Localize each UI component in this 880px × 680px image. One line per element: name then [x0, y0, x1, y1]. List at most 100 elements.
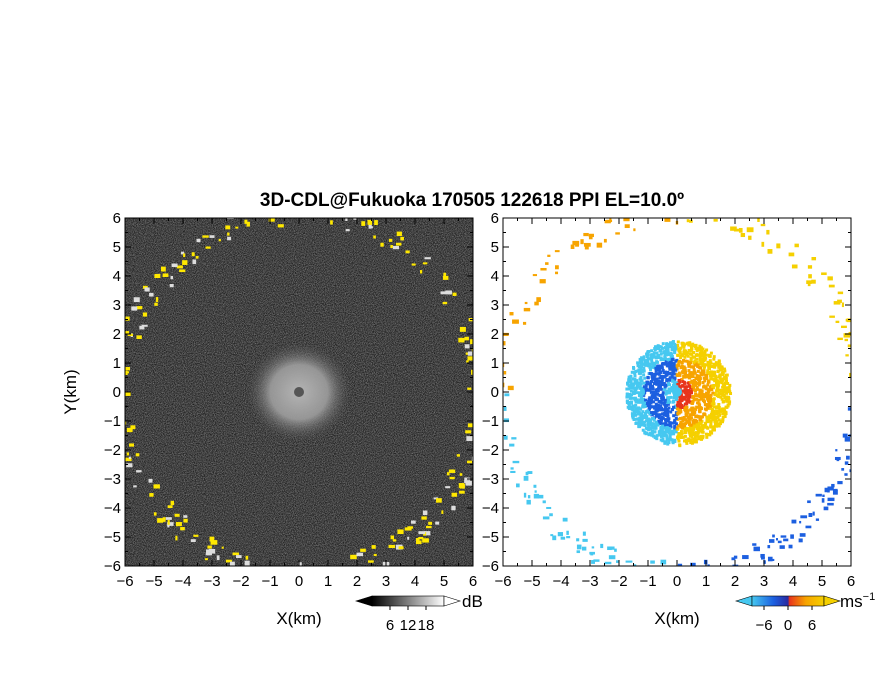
velocity-pixel: [709, 393, 713, 397]
velocity-pixel: [650, 361, 654, 365]
velocity-pixel: [649, 400, 653, 404]
velocity-pixel: [665, 353, 669, 357]
velocity-pixel: [660, 397, 664, 401]
velocity-pixel: [695, 353, 699, 357]
reflectivity-colorbar-body: [371, 595, 445, 607]
velocity-pixel: [725, 399, 729, 403]
x-tick-label: −1: [261, 573, 278, 590]
velocity-pixel: [729, 392, 733, 396]
velocity-pixel: [644, 384, 648, 388]
clutter-pixel: [448, 469, 456, 473]
velocity-pixel: [636, 382, 640, 386]
velocity-pixel: [637, 420, 641, 424]
clutter-pixel: [418, 531, 426, 535]
velocity-ring-pixel: [852, 463, 858, 468]
velocity-pixel: [672, 366, 676, 370]
clutter-pixel: [126, 452, 130, 456]
velocity-ring-pixel: [846, 318, 851, 323]
velocity-pixel: [625, 394, 629, 398]
velocity-pixel: [694, 394, 698, 398]
velocity-pixel: [692, 385, 696, 389]
velocity-pixel: [718, 388, 722, 392]
velocity-pixel: [630, 370, 634, 374]
clutter-pixel: [442, 275, 449, 280]
velocity-pixel: [662, 422, 666, 426]
clutter-pixel: [167, 522, 170, 528]
velocity-pixel: [678, 399, 682, 403]
velocity-pixel: [677, 378, 681, 382]
velocity-pixel: [700, 389, 704, 393]
clutter-pixel: [473, 332, 477, 336]
velocity-pixel: [725, 379, 729, 383]
velocity-ring-pixel: [853, 403, 856, 406]
clutter-pixel: [126, 427, 133, 433]
velocity-pixel: [653, 430, 657, 434]
velocity-pixel: [700, 349, 704, 353]
velocity-ring-pixel: [525, 471, 529, 476]
velocity-pixel: [634, 407, 638, 411]
x-tick-label: −2: [232, 573, 249, 590]
velocity-pixel: [661, 401, 665, 405]
velocity-ring-pixel: [837, 337, 843, 341]
velocity-pixel: [709, 374, 713, 378]
velocity-pixel: [727, 396, 731, 400]
velocity-ring-pixel: [713, 218, 718, 222]
velocity-pixel: [646, 361, 650, 365]
velocity-pixel: [654, 396, 658, 400]
velocity-pixel: [678, 350, 682, 354]
clutter-pixel: [251, 207, 253, 209]
velocity-pixel: [643, 430, 647, 434]
velocity-pixel: [628, 384, 632, 388]
velocity-ring-pixel: [856, 327, 862, 332]
velocity-ring-pixel: [841, 302, 844, 308]
velocity-pixel: [631, 414, 635, 418]
velocity-pixel: [635, 391, 639, 395]
velocity-pixel: [668, 432, 672, 436]
velocity-pixel: [671, 369, 675, 373]
velocity-pixel: [668, 378, 672, 382]
velocity-pixel: [696, 369, 700, 373]
velocity-pixel: [671, 440, 675, 444]
velocity-pixel: [635, 384, 639, 388]
velocity-pixel: [667, 400, 671, 404]
velocity-pixel: [639, 379, 643, 383]
velocity-ring-pixel: [509, 312, 514, 316]
velocity-pixel: [629, 380, 633, 384]
velocity-pixel: [699, 437, 703, 441]
velocity-pixel: [669, 362, 673, 366]
velocity-pixel: [667, 441, 671, 445]
velocity-pixel: [669, 351, 673, 355]
velocity-pixel: [712, 412, 716, 416]
velocity-pixel: [676, 353, 680, 357]
x-tick-label: 5: [440, 573, 448, 590]
velocity-pixel: [712, 397, 716, 401]
velocity-pixel: [649, 426, 653, 430]
velocity-pixel: [675, 385, 679, 389]
velocity-pixel: [700, 369, 704, 373]
velocity-pixel: [665, 436, 669, 440]
velocity-ring-pixel: [767, 556, 773, 562]
velocity-pixel: [667, 406, 671, 410]
clutter-pixel: [179, 269, 186, 273]
velocity-pixel: [673, 424, 677, 428]
velocity-pixel: [693, 370, 697, 374]
clutter-pixel: [229, 561, 235, 566]
clutter-pixel: [246, 221, 250, 227]
clutter-pixel: [421, 516, 427, 520]
clutter-pixel: [154, 273, 161, 279]
clutter-pixel: [353, 218, 357, 220]
velocity-pixel: [713, 365, 717, 369]
clutter-pixel: [449, 476, 455, 480]
clutter-pixel: [400, 236, 404, 241]
velocity-pixel: [675, 395, 679, 399]
velocity-pixel: [709, 377, 713, 381]
velocity-pixel: [666, 424, 670, 428]
velocity-pixel: [710, 371, 714, 375]
clutter-pixel: [380, 242, 384, 247]
velocity-pixel: [655, 406, 659, 410]
velocity-ring-pixel: [815, 518, 820, 521]
velocity-pixel: [655, 437, 659, 441]
velocity-ring-pixel: [566, 536, 571, 539]
velocity-pixel: [681, 416, 685, 420]
velocity-pixel: [648, 396, 652, 400]
